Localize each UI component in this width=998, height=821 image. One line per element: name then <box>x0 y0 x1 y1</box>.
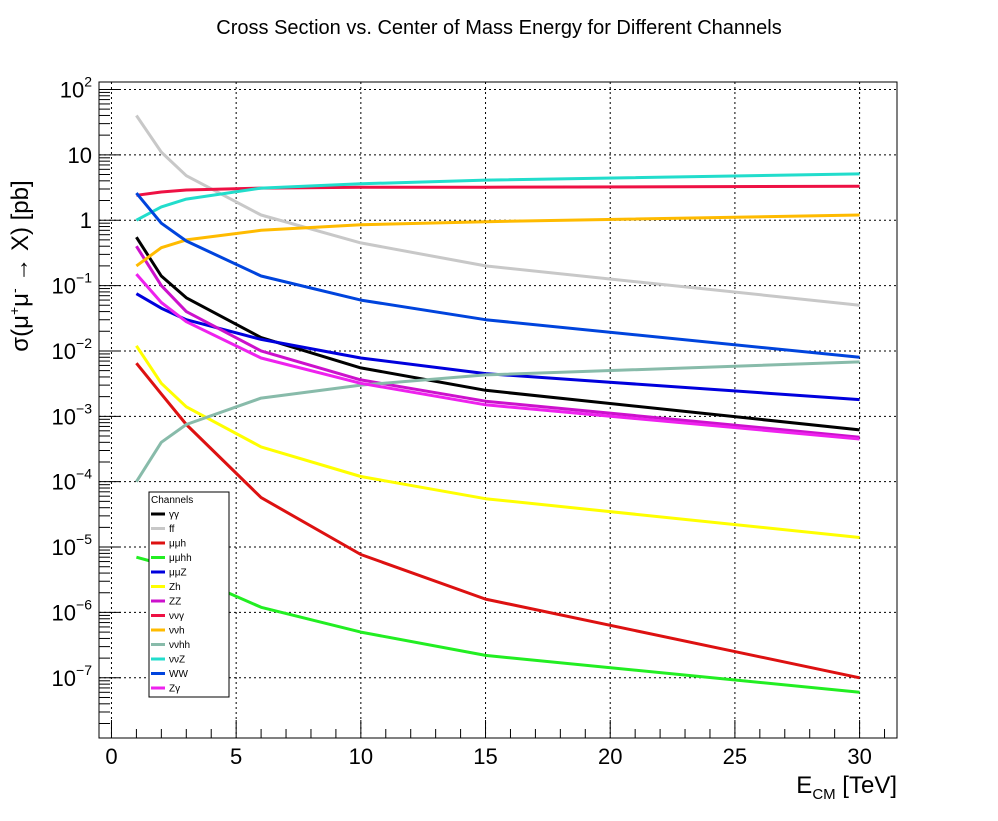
x-axis-label-sub: CM <box>812 786 835 803</box>
series-line <box>135 344 860 539</box>
series-line <box>135 360 860 483</box>
series-layer <box>135 114 860 694</box>
y-tick-base: 10 <box>52 666 76 691</box>
x-tick-label: 10 <box>349 744 373 769</box>
y-axis-label-sup1: + <box>6 307 22 315</box>
legend-label: ννh <box>169 626 185 637</box>
y-tick-base: 10 <box>52 600 76 625</box>
y-tick-base: 10 <box>68 143 92 168</box>
y-tick-exponent: −2 <box>76 335 92 351</box>
y-tick-base: 10 <box>52 339 76 364</box>
legend-label: μμhh <box>169 553 192 564</box>
legend-label: ννγ <box>169 611 184 622</box>
y-tick-exponent: −5 <box>76 531 92 547</box>
plot-frame <box>98 81 898 739</box>
series-line <box>135 172 860 222</box>
y-tick-label: 10−3 <box>52 400 93 429</box>
series-line <box>135 213 860 268</box>
legend-title: Channels <box>151 495 193 506</box>
series-line <box>135 245 860 439</box>
y-tick-label: 10−7 <box>52 662 93 691</box>
y-axis-label-sup2: - <box>6 288 22 293</box>
y-tick-label: 1 <box>80 208 92 233</box>
y-tick-label: 10−6 <box>52 596 93 625</box>
series-line <box>135 362 860 680</box>
legend-entries: γγ ff μμh μμhh μμZ Zh ZZ ννγ ννh ννhh ννZ WW Zγ <box>151 510 192 695</box>
x-tick-label: 15 <box>473 744 497 769</box>
x-axis-label-unit: [TeV] <box>836 772 897 799</box>
y-tick-exponent: −4 <box>76 466 92 482</box>
legend-label: ZZ <box>169 597 181 608</box>
legend-label: ννhh <box>169 640 190 651</box>
y-tick-exponent: 2 <box>84 73 92 89</box>
series-line <box>135 273 860 441</box>
x-tick-labels: 0 5 10 15 20 25 30 <box>105 744 871 769</box>
y-tick-label: 10−2 <box>52 335 93 364</box>
legend: Channels γγ ff μμh μμhh μμZ Zh ZZ ννγ ννh ννhh ννZ… <box>148 491 230 698</box>
y-axis-label-pre: σ(μ <box>7 315 34 352</box>
y-tick-base: 10 <box>52 535 76 560</box>
x-tick-label: 20 <box>598 744 622 769</box>
legend-label: WW <box>169 669 188 680</box>
x-tick-label: 0 <box>105 744 117 769</box>
y-axis-label-post: → X) [pb] <box>7 180 34 288</box>
y-tick-base: 1 <box>80 208 92 233</box>
legend-label: ff <box>169 524 175 535</box>
y-axis-label-mid: μ <box>7 293 34 307</box>
x-axis-label: ECM [TeV] <box>796 772 897 803</box>
y-tick-label: 102 <box>60 73 92 102</box>
y-tick-label: 10−5 <box>52 531 93 560</box>
y-tick-exponent: −7 <box>76 662 92 678</box>
y-tick-base: 10 <box>60 77 84 102</box>
legend-label: ννZ <box>169 655 185 666</box>
x-tick-label: 30 <box>847 744 871 769</box>
y-tick-exponent: −1 <box>76 270 92 286</box>
series-line <box>135 192 860 359</box>
y-tick-base: 10 <box>52 274 76 299</box>
x-tick-label: 5 <box>230 744 242 769</box>
legend-label: μμh <box>169 539 186 550</box>
y-tick-base: 10 <box>52 404 76 429</box>
legend-label: γγ <box>169 510 179 521</box>
y-tick-label: 10 <box>68 143 92 168</box>
y-axis-label: σ(μ+μ- → X) [pb] <box>6 180 34 351</box>
y-tick-label: 10−4 <box>52 466 93 495</box>
series-line <box>135 236 860 432</box>
legend-box <box>148 491 230 698</box>
axis-ticks <box>99 88 886 738</box>
y-tick-base: 10 <box>52 470 76 495</box>
x-axis-label-main: E <box>796 772 812 799</box>
chart-title: Cross Section vs. Center of Mass Energy … <box>216 17 781 39</box>
x-tick-label: 25 <box>723 744 747 769</box>
series-line <box>135 114 860 307</box>
grid <box>99 82 897 738</box>
y-tick-exponent: −6 <box>76 596 92 612</box>
legend-label: μμZ <box>169 568 187 579</box>
legend-label: Zh <box>169 582 181 593</box>
legend-label: Zγ <box>169 684 180 695</box>
y-tick-label: 10−1 <box>52 270 93 299</box>
y-tick-exponent: −3 <box>76 400 92 416</box>
